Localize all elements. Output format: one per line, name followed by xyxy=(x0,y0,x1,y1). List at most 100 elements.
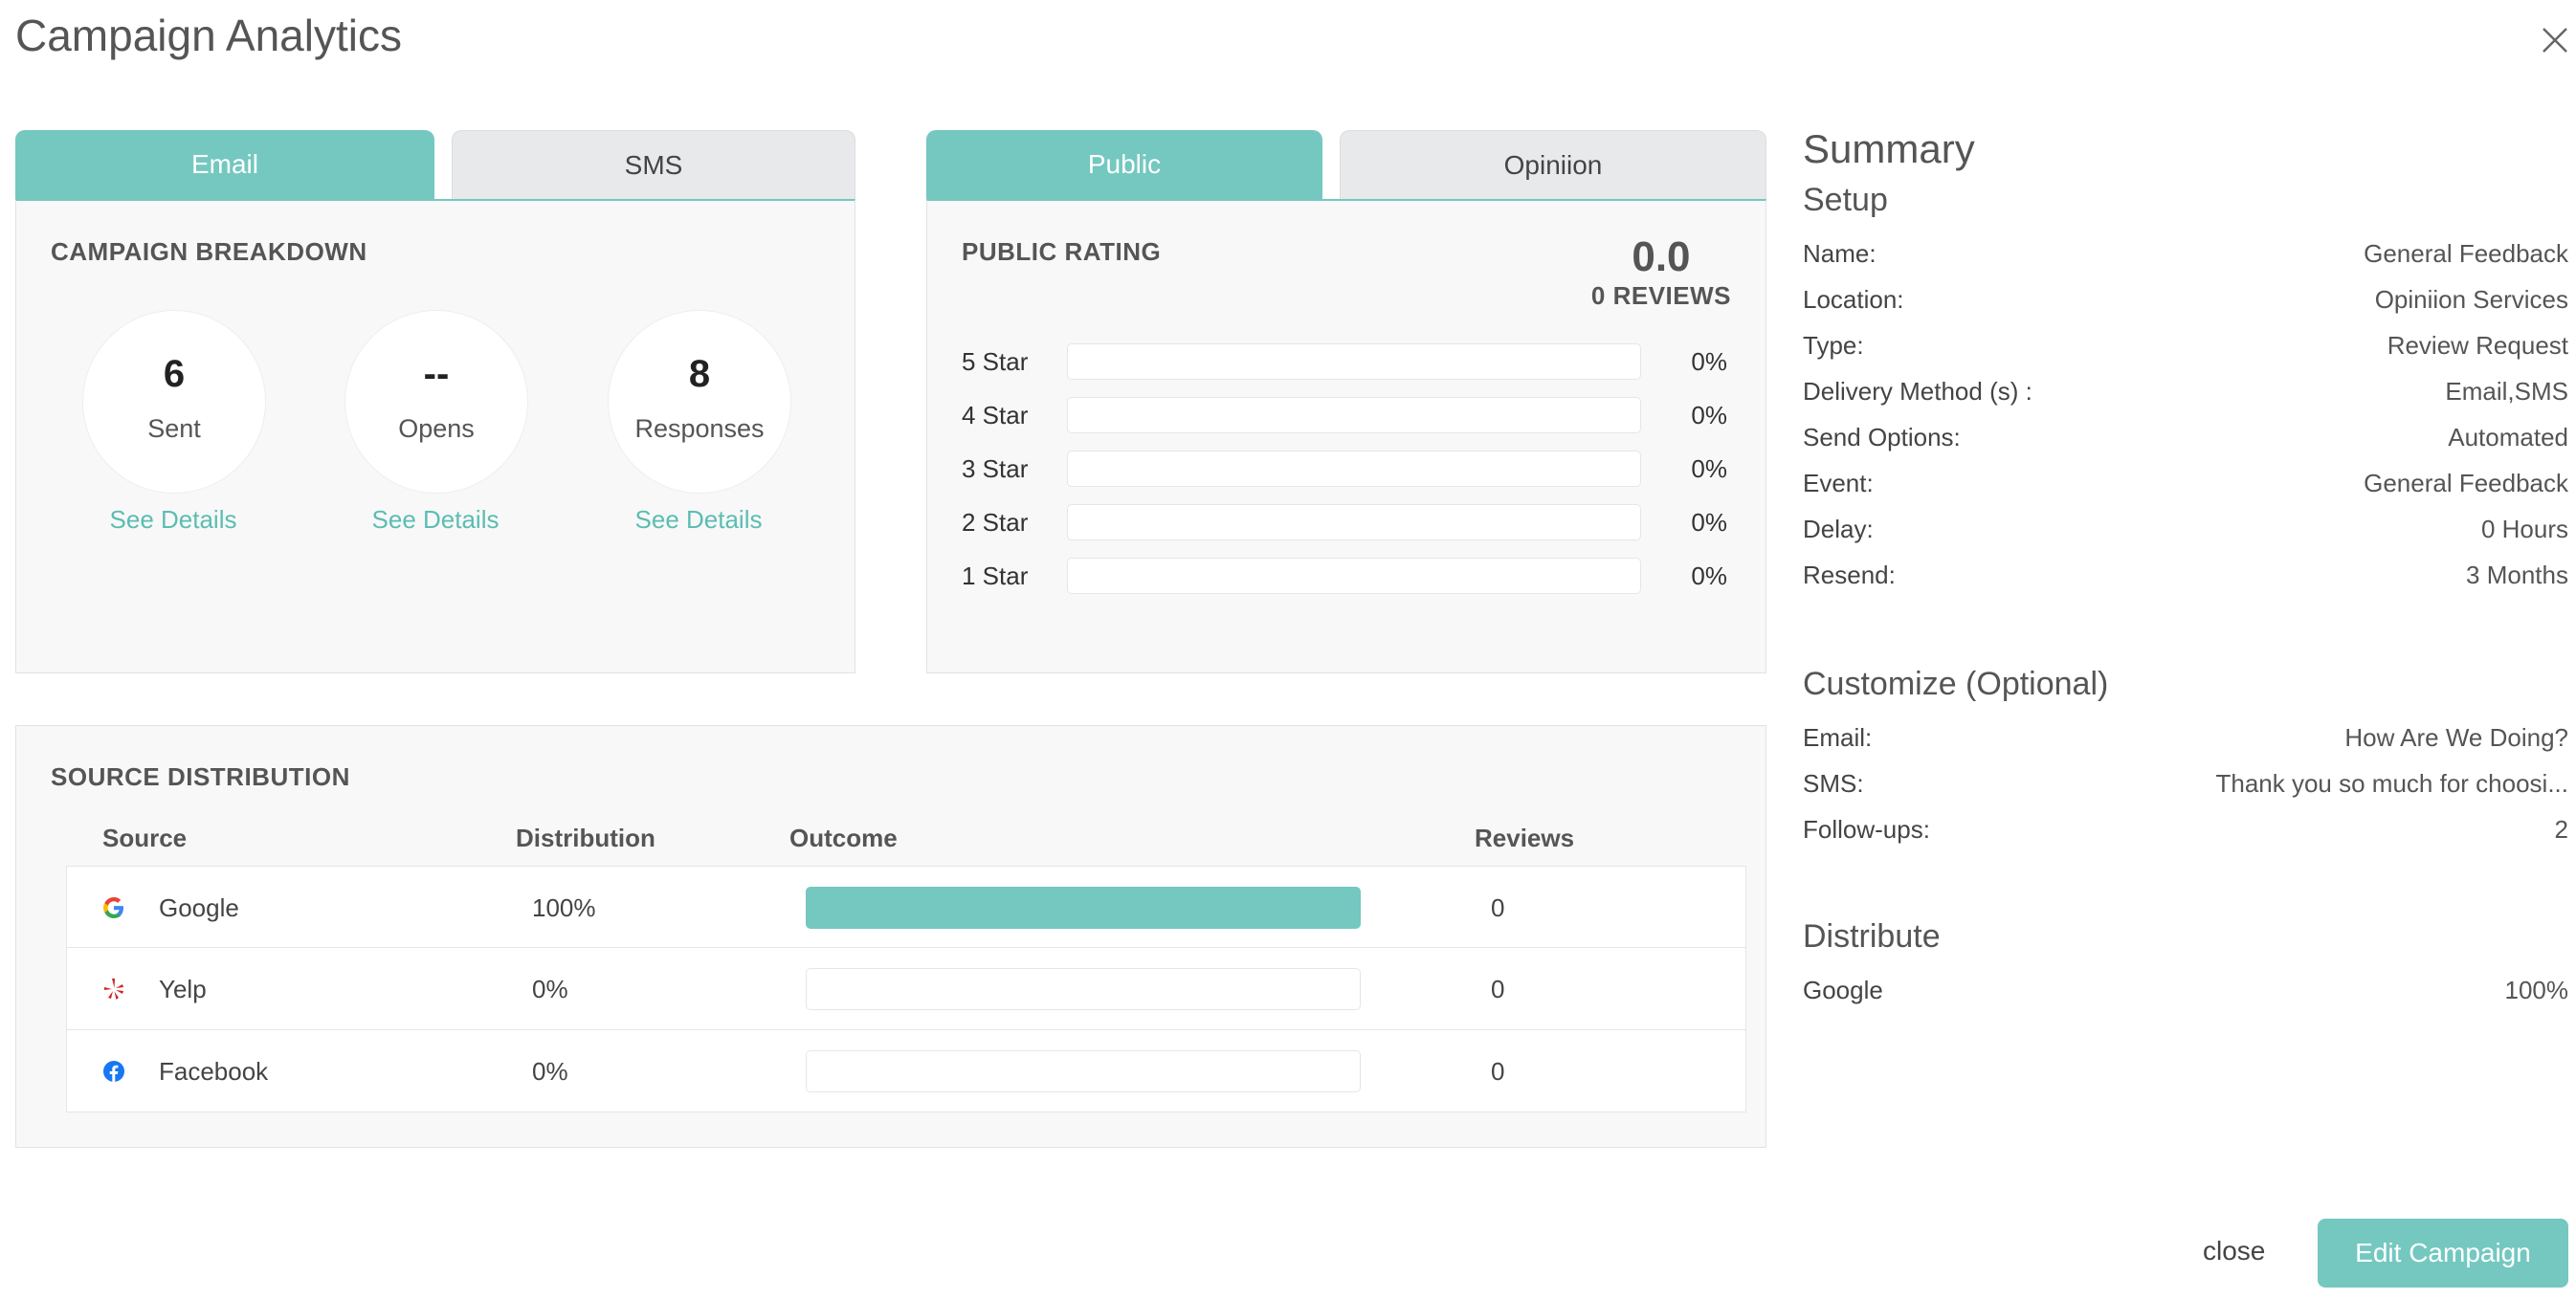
facebook-icon xyxy=(101,1030,126,1112)
summary-row-email: Email: How Are We Doing? xyxy=(1803,723,2568,753)
source-distribution: 0% xyxy=(532,974,568,1003)
edit-campaign-button[interactable]: Edit Campaign xyxy=(2318,1219,2568,1288)
summary-value: How Are We Doing? xyxy=(2344,723,2568,752)
summary-value: Email,SMS xyxy=(2445,377,2568,406)
summary-value: 100% xyxy=(2504,976,2569,1004)
col-header-reviews: Reviews xyxy=(1475,824,1575,852)
sent-label: Sent xyxy=(147,413,201,443)
summary-value: 2 xyxy=(2554,815,2568,844)
rating-row-label: 5 Star xyxy=(962,346,1029,376)
setup-title: Setup xyxy=(1803,182,1888,218)
rating-row-percent: 0% xyxy=(1691,400,1727,429)
rating-row-4: 4 Star 0% xyxy=(962,388,1727,442)
source-distribution-title: SOURCE DISTRIBUTION xyxy=(51,762,350,791)
summary-key: Resend: xyxy=(1803,561,1896,589)
summary-key: Follow-ups: xyxy=(1803,815,1930,844)
summary-value: Thank you so much for choosi... xyxy=(2215,769,2568,798)
summary-row-distribute-google: Google 100% xyxy=(1803,976,2568,1005)
summary-row-delay: Delay: 0 Hours xyxy=(1803,515,2568,544)
summary-row-event: Event: General Feedback xyxy=(1803,469,2568,498)
close-icon[interactable] xyxy=(2536,21,2574,59)
dialog-title: Campaign Analytics xyxy=(15,11,402,60)
responses-count: 8 xyxy=(688,352,711,395)
rating-row-label: 2 Star xyxy=(962,507,1029,537)
public-rating-panel: PUBLIC RATING 0.0 0 REVIEWS 5 Star 0% 4 … xyxy=(926,199,1766,673)
summary-key: Delay: xyxy=(1803,515,1874,543)
opens-count: -- xyxy=(423,352,450,395)
summary-value: General Feedback xyxy=(2364,239,2568,268)
summary-value: Review Request xyxy=(2387,331,2568,360)
col-header-distribution: Distribution xyxy=(516,824,655,852)
source-distribution: 100% xyxy=(532,892,596,922)
outcome-bar xyxy=(806,968,1361,1010)
sent-see-details-link[interactable]: See Details xyxy=(109,505,237,534)
summary-key: Location: xyxy=(1803,285,1904,314)
summary-key: Name: xyxy=(1803,239,1876,268)
campaign-breakdown-title: CAMPAIGN BREAKDOWN xyxy=(51,237,367,266)
customize-title: Customize (Optional) xyxy=(1803,666,2109,702)
sent-stat: 6 Sent xyxy=(82,310,266,494)
tab-sms[interactable]: SMS xyxy=(452,130,855,199)
summary-row-sms: SMS: Thank you so much for choosi... xyxy=(1803,769,2568,799)
summary-key: Delivery Method (s) : xyxy=(1803,377,2032,406)
summary-value: 3 Months xyxy=(2466,561,2568,589)
outcome-bar xyxy=(806,1050,1361,1092)
rating-row-percent: 0% xyxy=(1691,346,1727,376)
summary-key: SMS: xyxy=(1803,769,1864,798)
summary-row-type: Type: Review Request xyxy=(1803,331,2568,361)
opens-see-details-link[interactable]: See Details xyxy=(371,505,500,534)
rating-row-5: 5 Star 0% xyxy=(962,335,1727,388)
table-row: Facebook 0% 0 xyxy=(66,1030,1746,1112)
outcome-bar xyxy=(806,887,1361,929)
summary-value: Opiniion Services xyxy=(2374,285,2568,314)
rating-row-3: 3 Star 0% xyxy=(962,442,1727,495)
rating-bar xyxy=(1067,397,1641,433)
tab-public[interactable]: Public xyxy=(926,130,1322,199)
campaign-breakdown-panel: CAMPAIGN BREAKDOWN 6 Sent See Details --… xyxy=(15,199,855,673)
table-row: Yelp 0% 0 xyxy=(66,948,1746,1030)
source-reviews: 0 xyxy=(1491,892,1505,922)
summary-key: Email: xyxy=(1803,723,1873,752)
summary-value: General Feedback xyxy=(2364,469,2568,497)
responses-label: Responses xyxy=(634,413,765,443)
source-name: Facebook xyxy=(159,1056,269,1086)
rating-row-label: 1 Star xyxy=(962,561,1029,590)
rating-bar xyxy=(1067,558,1641,594)
rating-row-label: 4 Star xyxy=(962,400,1029,429)
source-reviews: 0 xyxy=(1491,1056,1505,1086)
rating-review-count: 0 REVIEWS xyxy=(1590,281,1731,310)
responses-see-details-link[interactable]: See Details xyxy=(634,505,763,534)
tab-email[interactable]: Email xyxy=(15,130,434,199)
source-name: Yelp xyxy=(159,974,207,1003)
col-header-outcome: Outcome xyxy=(789,824,898,852)
rating-row-percent: 0% xyxy=(1691,507,1727,537)
summary-row-send-options: Send Options: Automated xyxy=(1803,423,2568,452)
google-icon xyxy=(101,867,126,949)
summary-row-delivery: Delivery Method (s) : Email,SMS xyxy=(1803,377,2568,407)
yelp-icon xyxy=(101,948,126,1030)
rating-row-1: 1 Star 0% xyxy=(962,549,1727,603)
rating-breakdown: 5 Star 0% 4 Star 0% 3 Star 0% 2 Star 0% … xyxy=(962,335,1727,603)
summary-row-follow-ups: Follow-ups: 2 xyxy=(1803,815,2568,845)
source-name: Google xyxy=(159,892,239,922)
tab-opiniion[interactable]: Opiniion xyxy=(1340,130,1766,199)
rating-bar xyxy=(1067,451,1641,487)
opens-label: Opens xyxy=(398,413,475,443)
rating-row-percent: 0% xyxy=(1691,453,1727,483)
summary-row-location: Location: Opiniion Services xyxy=(1803,285,2568,315)
summary-value: 0 Hours xyxy=(2480,515,2568,543)
summary-key: Type: xyxy=(1803,331,1864,360)
rating-score: 0.0 xyxy=(1632,233,1691,280)
rating-bar xyxy=(1067,343,1641,380)
summary-value: Automated xyxy=(2448,423,2568,451)
distribute-title: Distribute xyxy=(1803,918,1941,955)
rating-score-block: 0.0 0 REVIEWS xyxy=(1591,233,1731,311)
source-distribution: 0% xyxy=(532,1056,568,1086)
summary-row-name: Name: General Feedback xyxy=(1803,239,2568,269)
sent-count: 6 xyxy=(163,352,186,395)
summary-title: Summary xyxy=(1803,126,1975,171)
public-rating-title: PUBLIC RATING xyxy=(962,237,1162,266)
close-button[interactable]: close xyxy=(2203,1236,2266,1266)
responses-stat: 8 Responses xyxy=(608,310,791,494)
opens-stat: -- Opens xyxy=(344,310,528,494)
